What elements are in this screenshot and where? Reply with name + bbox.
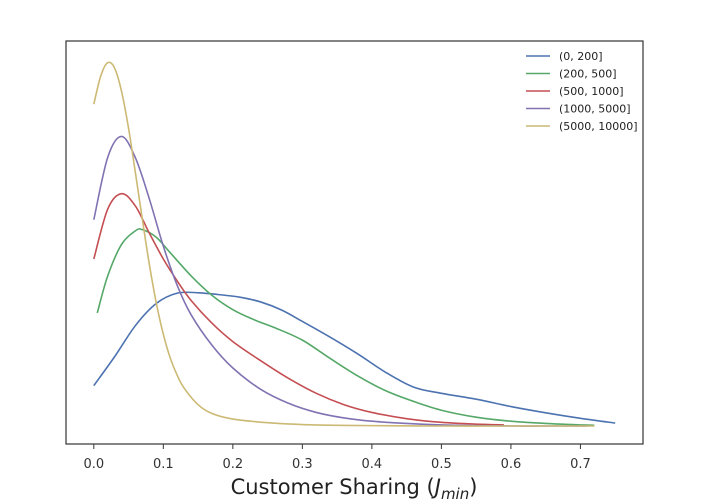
legend-label: (200, 500] [559,68,617,81]
legend-label: (1000, 5000] [559,103,631,116]
x-tick-label: 0.2 [222,457,243,472]
legend: (0, 200] (200, 500] (500, 1000] (1000, 5000… [526,50,638,133]
series-line-2 [96,228,595,427]
legend-label: (500, 1000] [559,85,624,98]
legend-label: (5000, 10000] [559,120,638,133]
x-axis-title: Customer Sharing (Jmin) [231,475,478,503]
series-line-3 [93,192,504,426]
x-tick-label: 0.0 [83,457,104,472]
x-tick-label: 0.4 [362,457,383,472]
x-tick-label: 0.5 [431,457,452,472]
series-layer [93,61,616,427]
x-tick-label: 0.1 [153,457,174,472]
x-axis: 0.0 0.1 0.2 0.3 0.4 0.5 0.6 0.7 [83,444,591,472]
legend-label: (0, 200] [559,50,603,63]
x-tick-label: 0.3 [292,457,313,472]
x-tick-label: 0.6 [501,457,522,472]
series-line-1 [93,291,616,424]
plot-frame [65,40,644,445]
x-tick-label: 0.7 [570,457,591,472]
series-line-5 [93,61,595,427]
